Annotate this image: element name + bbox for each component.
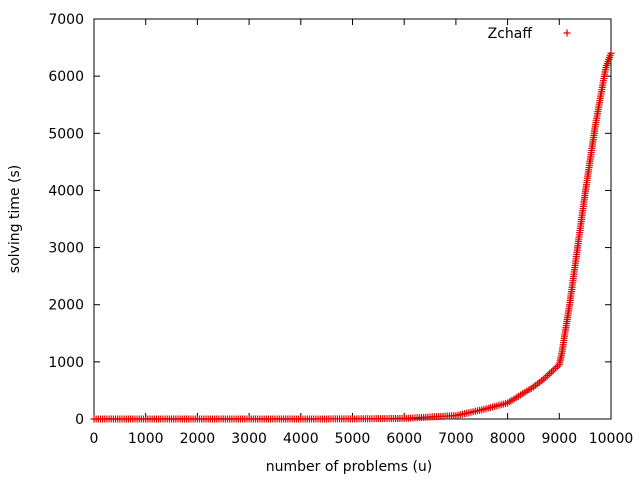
legend-marker-glyph xyxy=(563,29,571,37)
y-tick-label: 7000 xyxy=(48,12,84,28)
y-tick-label: 4000 xyxy=(48,183,84,199)
x-tick-label: 3000 xyxy=(231,431,267,447)
series-points xyxy=(90,49,615,423)
legend-marker xyxy=(563,29,571,37)
x-tick-label: 7000 xyxy=(438,431,474,447)
legend: Zchaff xyxy=(488,26,571,42)
x-axis: 0 1000 2000 3000 4000 5000 6000 7000 8000 9000 100… xyxy=(90,19,634,447)
data-point xyxy=(607,49,615,57)
y-tick-label: 6000 xyxy=(48,69,84,85)
x-tick-label: 9000 xyxy=(541,431,577,447)
x-tick-label: 2000 xyxy=(180,431,216,447)
x-tick-label: 6000 xyxy=(386,431,422,447)
x-tick-label: 8000 xyxy=(490,431,526,447)
y-tick-label: 1000 xyxy=(48,355,84,371)
y-axis: 0 1000 2000 3000 4000 5000 6000 7000 xyxy=(48,12,611,428)
plot-frame xyxy=(93,18,612,420)
y-tick-label: 3000 xyxy=(48,241,84,257)
x-axis-label: number of problems (u) xyxy=(266,459,433,475)
y-tick-label: 0 xyxy=(75,412,84,428)
y-tick-label: 5000 xyxy=(48,126,84,142)
y-axis-label: solving time (s) xyxy=(7,165,23,273)
x-tick-label: 0 xyxy=(90,431,99,447)
x-tick-label: 4000 xyxy=(283,431,319,447)
x-tick-label: 1000 xyxy=(128,431,164,447)
legend-label: Zchaff xyxy=(488,26,533,42)
x-tick-label: 5000 xyxy=(335,431,371,447)
y-tick-label: 2000 xyxy=(48,298,84,314)
x-tick-label: 10000 xyxy=(589,431,634,447)
